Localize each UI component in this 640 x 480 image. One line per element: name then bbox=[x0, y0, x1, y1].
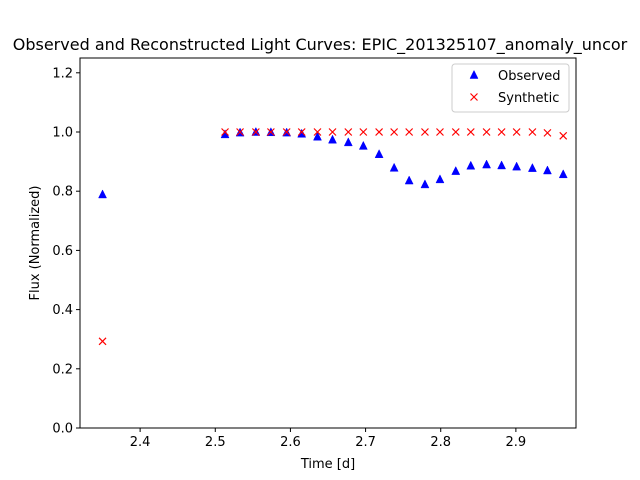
y-tick-label: 0.6 bbox=[52, 244, 73, 259]
data-point-observed bbox=[558, 169, 568, 179]
data-point-synthetic bbox=[297, 128, 306, 136]
legend-label-synthetic: Synthetic bbox=[498, 91, 559, 106]
data-point-observed bbox=[512, 161, 522, 171]
data-point-synthetic bbox=[390, 128, 399, 136]
data-point-synthetic bbox=[236, 128, 244, 136]
data-point-observed bbox=[543, 165, 552, 175]
x-tick-label: 2.9 bbox=[506, 435, 527, 450]
data-point-observed bbox=[389, 162, 399, 172]
plot-frame bbox=[79, 57, 577, 429]
data-point-synthetic bbox=[497, 128, 506, 136]
data-point-synthetic bbox=[405, 128, 414, 136]
data-point-observed bbox=[482, 159, 491, 169]
series-synthetic bbox=[98, 128, 568, 346]
y-axis-label: Flux (Normalized) bbox=[28, 185, 43, 300]
data-point-observed bbox=[98, 189, 107, 199]
data-point-observed bbox=[358, 140, 368, 150]
axes: 2.4 2.5 2.6 2.7 2.8 2.9 0.0 0.2 0.4 0.6 0.8 1.0 1.2 bbox=[52, 66, 526, 450]
x-tick-label: 2.7 bbox=[355, 435, 376, 450]
data-point-synthetic bbox=[512, 128, 521, 136]
data-point-synthetic bbox=[375, 128, 384, 136]
data-point-synthetic bbox=[482, 128, 491, 136]
data-point-observed bbox=[313, 131, 322, 141]
data-point-observed bbox=[435, 174, 445, 184]
data-point-synthetic bbox=[328, 128, 337, 136]
legend-marker-triangle bbox=[469, 69, 479, 79]
data-point-observed bbox=[343, 137, 353, 147]
data-point-synthetic bbox=[313, 128, 322, 136]
data-point-observed bbox=[374, 149, 384, 158]
data-point-observed bbox=[220, 129, 230, 139]
data-point-synthetic bbox=[421, 128, 429, 136]
plot-marks bbox=[98, 126, 568, 346]
chart-title: Observed and Reconstructed Light Curves:… bbox=[13, 35, 628, 55]
data-point-synthetic bbox=[451, 128, 460, 136]
legend-marker-synthetic bbox=[470, 93, 478, 101]
x-tick-label: 2.8 bbox=[430, 435, 451, 450]
data-point-observed bbox=[528, 163, 537, 172]
data-point-synthetic bbox=[559, 131, 568, 140]
legend-box bbox=[451, 63, 570, 113]
x-axis-label: Time [d] bbox=[300, 457, 355, 472]
x-tick-label: 2.4 bbox=[130, 435, 151, 450]
y-tick-label: 0.0 bbox=[52, 422, 73, 437]
data-point-synthetic bbox=[251, 128, 260, 136]
data-point-synthetic bbox=[221, 128, 229, 136]
data-point-observed bbox=[420, 179, 430, 189]
y-tick-label: 1.2 bbox=[52, 66, 73, 81]
series-observed bbox=[98, 126, 568, 199]
y-tick-label: 0.2 bbox=[52, 362, 73, 377]
data-point-observed bbox=[497, 160, 507, 170]
data-point-observed bbox=[328, 134, 337, 144]
data-point-synthetic bbox=[436, 128, 444, 136]
data-point-observed bbox=[466, 160, 476, 170]
data-point-observed bbox=[451, 166, 461, 175]
legend: Observed Synthetic bbox=[451, 63, 570, 113]
x-tick-label: 2.6 bbox=[280, 435, 301, 450]
data-point-synthetic bbox=[344, 128, 353, 136]
data-point-synthetic bbox=[98, 337, 107, 346]
data-point-synthetic bbox=[359, 128, 368, 136]
y-tick-label: 0.4 bbox=[52, 303, 73, 318]
legend-marker-observed bbox=[469, 69, 479, 79]
data-point-synthetic bbox=[466, 128, 475, 136]
y-tick-label: 1.0 bbox=[52, 126, 73, 141]
data-point-synthetic bbox=[528, 128, 537, 136]
legend-marker-x bbox=[470, 93, 478, 101]
data-point-synthetic bbox=[282, 128, 291, 136]
legend-label-observed: Observed bbox=[498, 69, 561, 84]
data-point-synthetic bbox=[543, 128, 552, 137]
data-point-observed bbox=[297, 128, 307, 138]
x-tick-label: 2.5 bbox=[205, 435, 226, 450]
data-point-synthetic bbox=[266, 128, 275, 136]
y-tick-label: 0.8 bbox=[52, 185, 73, 200]
data-point-observed bbox=[404, 175, 414, 185]
